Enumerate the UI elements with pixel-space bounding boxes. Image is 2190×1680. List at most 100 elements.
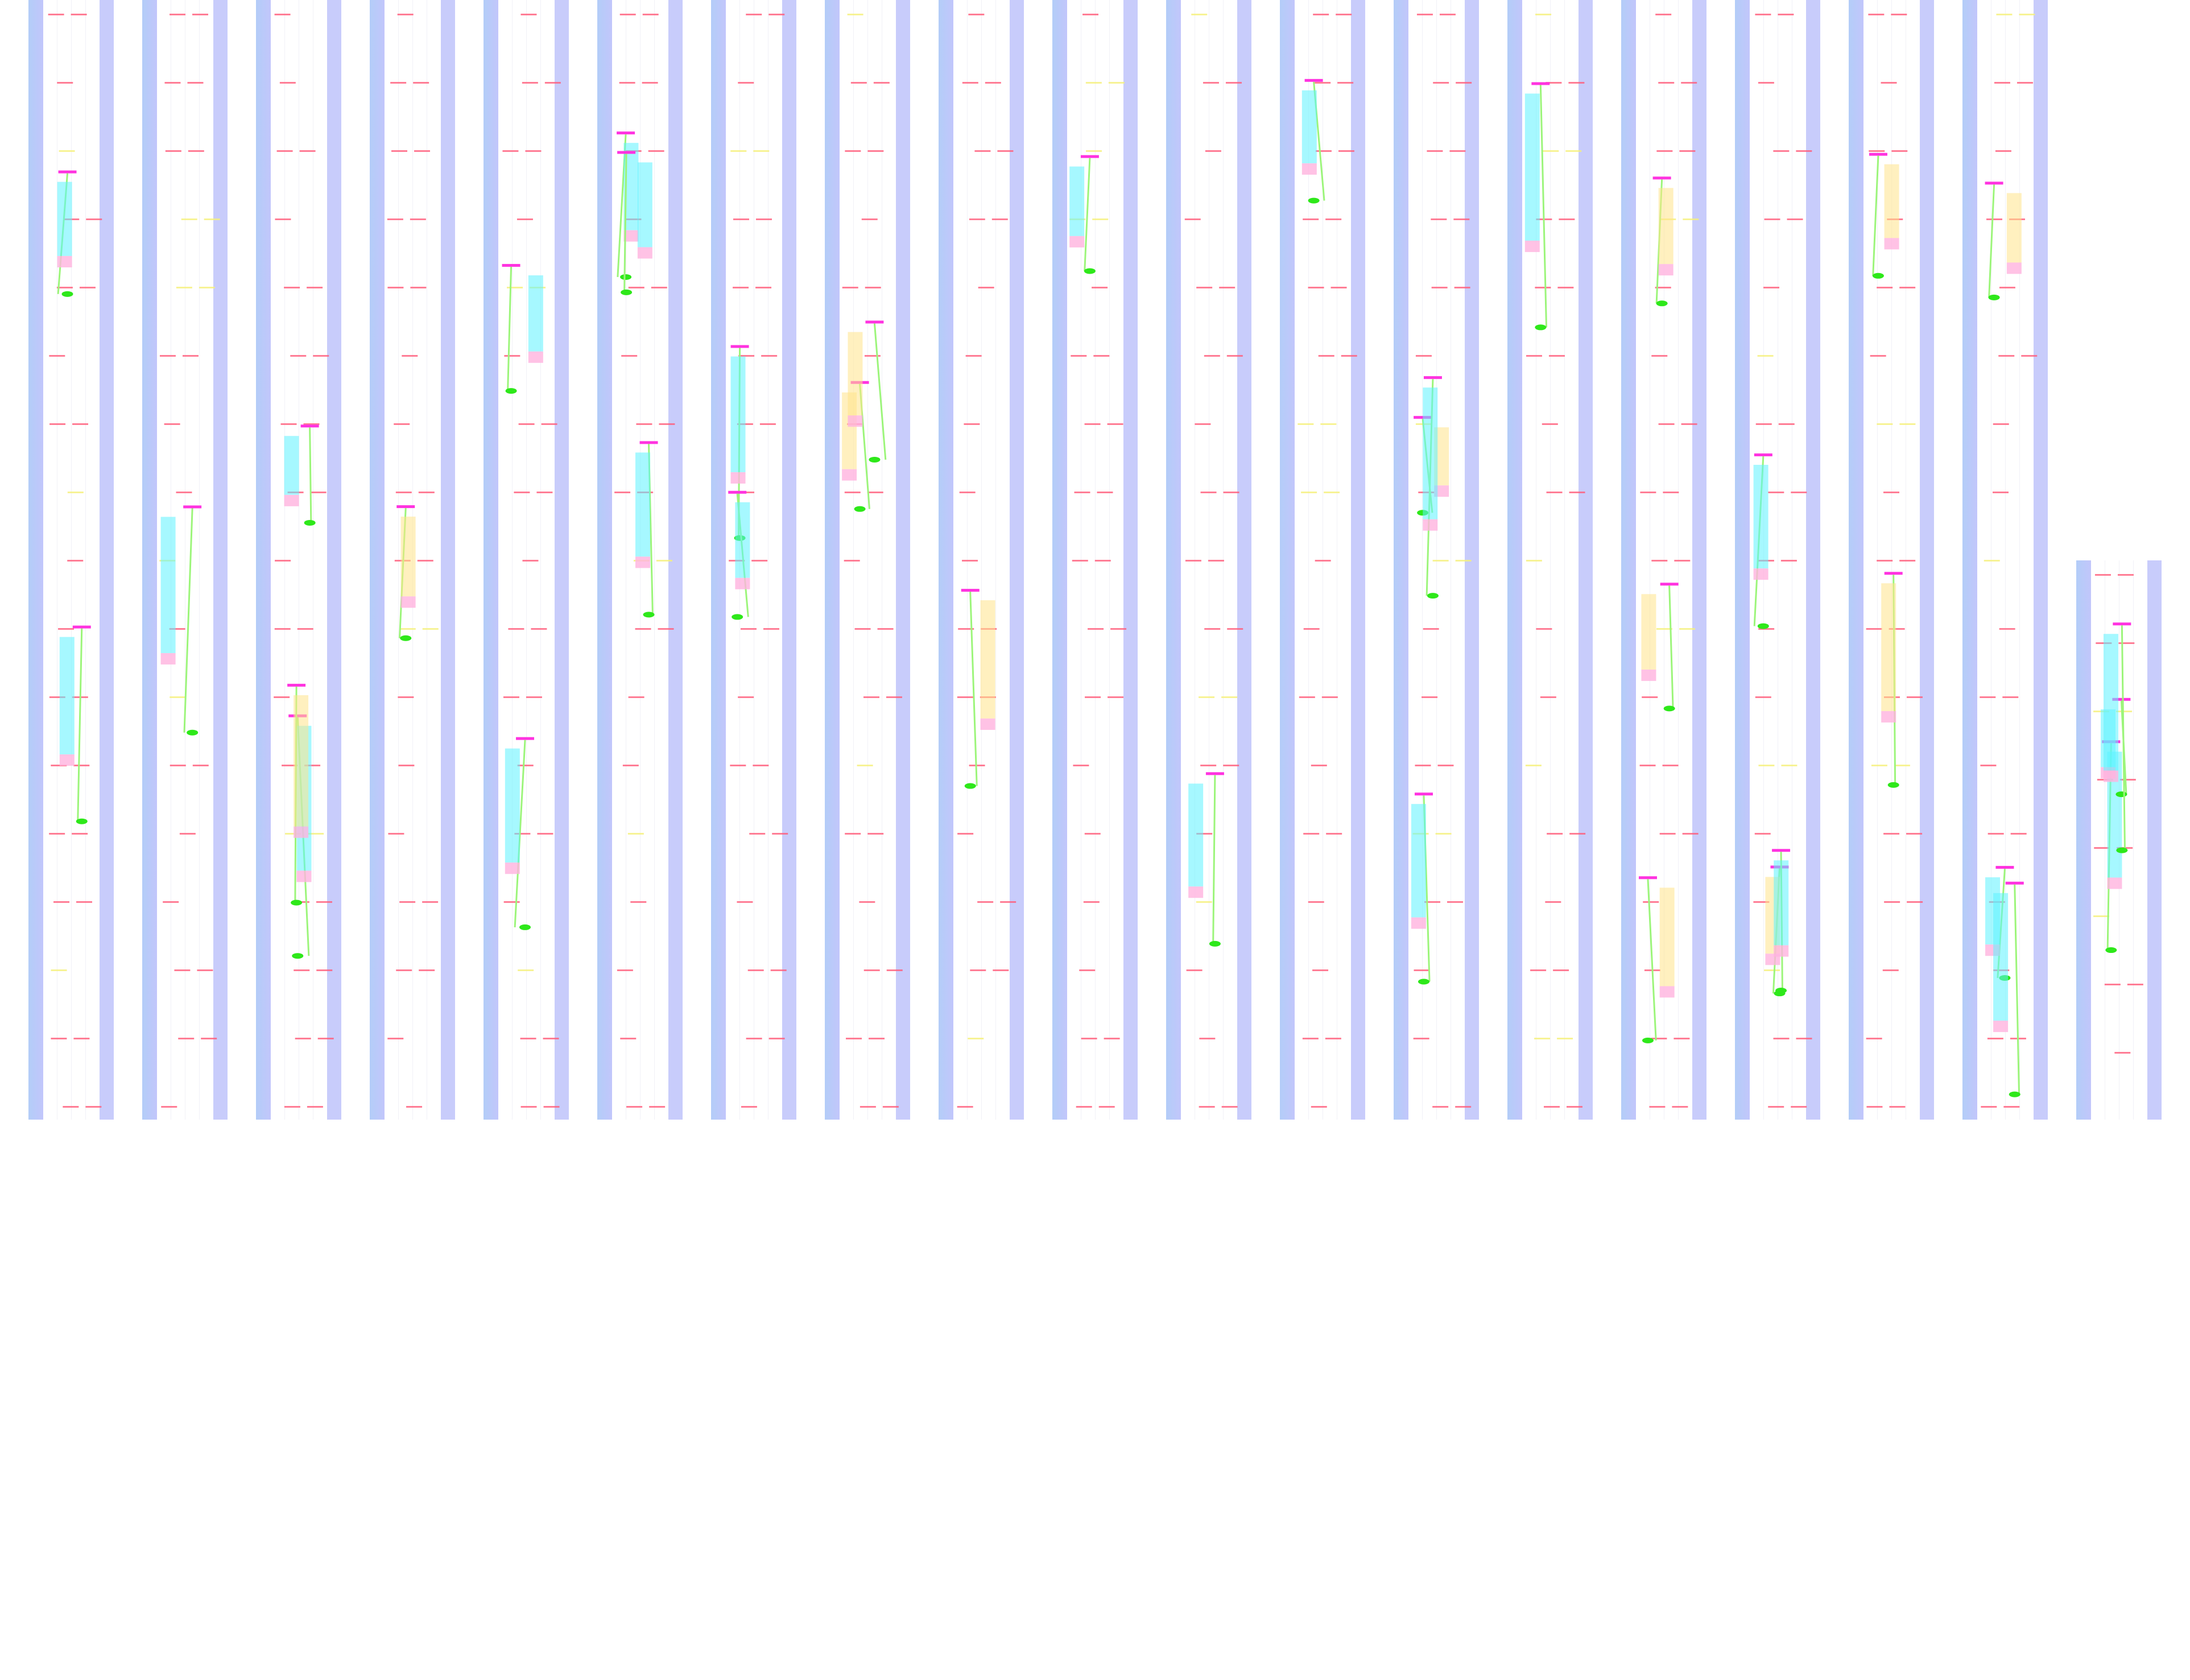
dash-mark [2093,915,2110,917]
dash-mark [1755,696,1771,698]
dash-mark [1416,14,1433,15]
band [1881,583,1896,711]
dash-mark [1869,150,1885,152]
dash-mark [422,901,439,903]
band-end [2006,262,2022,274]
left-strip [142,0,157,1120]
track-marks [1298,14,1357,1108]
band-end [1301,163,1317,175]
dash-mark [1796,150,1812,152]
track-column [1507,0,1593,1120]
dash-mark [1565,150,1582,152]
dash-mark [1656,150,1673,152]
band-end [1423,519,1438,531]
band-end [635,556,650,568]
left-strip [28,0,43,1120]
dash-mark [58,628,75,630]
dash-mark [308,833,324,835]
dash-mark [1199,696,1215,698]
dash-mark [1308,901,1324,903]
band [2006,193,2022,263]
dash-mark [869,1038,885,1039]
right-strip [441,0,455,1120]
marker [1656,300,1668,307]
dash-mark [964,423,980,425]
marker [1084,268,1096,274]
right-strip [1237,0,1251,1120]
band-end [842,469,857,481]
band-end [1658,264,1674,276]
right-strip [2147,560,2162,1120]
left-strip [825,0,840,1120]
dash-mark [1651,560,1668,562]
dash-mark [847,14,863,15]
marker [1872,273,1884,279]
dash-mark [1107,423,1123,425]
dash-mark [67,492,84,493]
dash-mark [522,560,539,562]
track-column [939,0,1024,1120]
band-end [57,255,72,267]
dash-mark [1906,833,1923,835]
dash-mark [1557,287,1574,288]
dash-mark [1907,901,1923,903]
dash-mark [410,218,426,220]
dash-mark [1337,82,1354,84]
band-end [1884,238,1899,250]
dash-mark [285,833,301,835]
event-bar [1205,772,1224,775]
dash-mark [867,833,884,835]
dash-mark [1679,150,1696,152]
dash-mark [1431,218,1447,220]
track-column [1621,0,1706,1120]
dash-mark [1899,287,1916,288]
dash-mark [2010,833,2027,835]
dash-mark [1415,355,1432,357]
band [637,162,652,247]
band [1658,188,1674,265]
dash-mark [164,82,181,84]
dash-mark [522,82,538,84]
dash-mark [525,150,542,152]
marker [1209,940,1221,947]
dash-mark [1204,355,1220,357]
dash-mark [1071,355,1087,357]
dash-mark [861,218,878,220]
event-bar [58,170,77,174]
track-marks [1184,14,1243,1108]
dash-mark [1526,560,1542,562]
band [1524,93,1540,241]
band-end [505,862,520,874]
event-bar [1995,866,2014,869]
marker [1642,1037,1654,1043]
dash-mark [1301,492,1317,493]
dash-mark [419,969,435,971]
dash-mark [290,355,307,357]
right-strip [100,0,114,1120]
dash-mark [274,628,291,630]
dash-mark [161,1106,177,1108]
event-bar [72,625,91,629]
dash-mark [396,969,412,971]
event-bar [1869,152,1887,156]
event-bar [1660,583,1679,586]
dash-mark [316,969,333,971]
dash-mark [72,423,89,425]
dash-mark [1545,901,1561,903]
track-marks [842,14,903,1108]
dash-mark [1658,82,1675,84]
dash-mark [275,560,291,562]
dash-mark [1540,696,1556,698]
dash-mark [755,218,772,220]
marker [61,291,73,297]
dash-mark [504,355,520,357]
dash-mark [2094,847,2110,849]
dash-mark [1674,1038,1690,1039]
dash-mark [1433,82,1449,84]
dash-mark [1659,833,1676,835]
dash-mark [1884,901,1900,903]
dash-mark [413,82,429,84]
event-line [514,740,526,928]
dash-mark [1569,492,1585,493]
dash-mark [73,1038,90,1039]
